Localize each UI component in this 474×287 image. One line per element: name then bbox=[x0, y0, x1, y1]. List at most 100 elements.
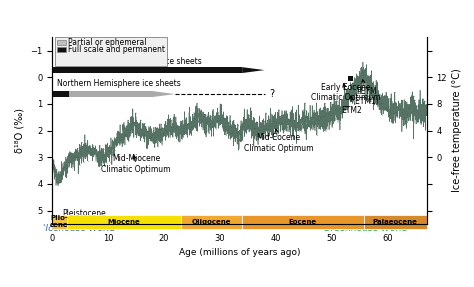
Point bbox=[164, 132, 171, 136]
Point bbox=[410, 114, 417, 119]
Point bbox=[67, 153, 75, 158]
Point bbox=[200, 115, 208, 119]
Point bbox=[278, 119, 286, 124]
Point bbox=[371, 93, 378, 98]
Point bbox=[131, 120, 139, 125]
Point bbox=[291, 125, 299, 129]
Point bbox=[271, 122, 279, 127]
Point bbox=[207, 114, 215, 119]
Point bbox=[356, 83, 364, 88]
Point bbox=[191, 115, 198, 120]
Point bbox=[334, 105, 342, 110]
Text: Pleistocene: Pleistocene bbox=[62, 209, 106, 218]
Point bbox=[357, 70, 365, 75]
Point bbox=[283, 116, 290, 120]
Point bbox=[247, 126, 255, 130]
Bar bbox=[57, 40, 66, 45]
Point bbox=[174, 133, 182, 137]
Point bbox=[234, 123, 242, 128]
Point bbox=[176, 131, 183, 135]
Point bbox=[277, 126, 285, 131]
Point bbox=[403, 112, 411, 116]
Point bbox=[322, 128, 329, 133]
Point bbox=[272, 124, 279, 128]
Point bbox=[291, 123, 298, 127]
Point bbox=[344, 90, 352, 94]
Point bbox=[330, 117, 337, 122]
Point bbox=[243, 128, 250, 132]
Point bbox=[185, 126, 192, 131]
Point bbox=[389, 120, 396, 125]
Point bbox=[383, 108, 391, 113]
Point bbox=[346, 99, 354, 104]
Point bbox=[303, 114, 311, 119]
Point bbox=[207, 117, 214, 121]
Point bbox=[58, 172, 65, 177]
Point bbox=[146, 136, 154, 141]
Point bbox=[73, 155, 80, 160]
Point bbox=[114, 139, 122, 144]
Point bbox=[281, 119, 288, 123]
Point bbox=[91, 146, 99, 151]
Point bbox=[284, 117, 292, 121]
Point bbox=[382, 106, 389, 111]
Point bbox=[374, 102, 382, 106]
Point bbox=[121, 133, 128, 137]
Point bbox=[146, 134, 153, 138]
Point bbox=[132, 111, 139, 115]
Point bbox=[307, 119, 315, 124]
Point bbox=[85, 152, 93, 157]
Point bbox=[339, 109, 346, 113]
Point bbox=[286, 119, 294, 124]
Point bbox=[234, 133, 241, 138]
Point bbox=[299, 108, 306, 113]
Point bbox=[269, 121, 276, 125]
Point bbox=[51, 177, 58, 181]
Point bbox=[119, 139, 127, 144]
Point bbox=[112, 142, 119, 146]
Point bbox=[203, 130, 210, 134]
Point bbox=[69, 154, 77, 159]
Point bbox=[61, 159, 68, 164]
Point bbox=[150, 141, 157, 146]
Point bbox=[302, 123, 310, 127]
Point bbox=[198, 117, 205, 121]
Point bbox=[96, 150, 104, 154]
Point bbox=[355, 75, 363, 79]
Point bbox=[225, 124, 233, 129]
Point bbox=[257, 124, 264, 128]
Point bbox=[272, 121, 280, 125]
Point bbox=[361, 78, 368, 83]
Point bbox=[114, 135, 121, 139]
Point bbox=[122, 134, 129, 139]
Point bbox=[56, 173, 64, 178]
Point bbox=[64, 164, 72, 168]
Point bbox=[275, 120, 283, 125]
Point bbox=[133, 130, 141, 135]
Point bbox=[280, 112, 287, 117]
Point bbox=[235, 129, 242, 134]
Point bbox=[366, 100, 374, 105]
Point bbox=[258, 128, 266, 133]
Point bbox=[400, 123, 407, 128]
Point bbox=[111, 148, 118, 152]
Point bbox=[201, 112, 208, 117]
Point bbox=[94, 153, 102, 158]
Point bbox=[64, 166, 71, 170]
Point bbox=[383, 106, 391, 111]
Point bbox=[392, 110, 400, 115]
Point bbox=[135, 122, 142, 126]
Point bbox=[270, 118, 278, 123]
Point bbox=[68, 151, 76, 156]
Point bbox=[297, 129, 305, 133]
Point bbox=[113, 131, 121, 135]
Point bbox=[220, 115, 228, 120]
Point bbox=[254, 120, 261, 124]
Point bbox=[55, 174, 63, 179]
Point bbox=[63, 164, 70, 169]
Point bbox=[166, 117, 173, 122]
Point bbox=[124, 130, 131, 134]
Point bbox=[415, 105, 422, 109]
Point bbox=[50, 163, 58, 168]
Point bbox=[386, 103, 394, 108]
